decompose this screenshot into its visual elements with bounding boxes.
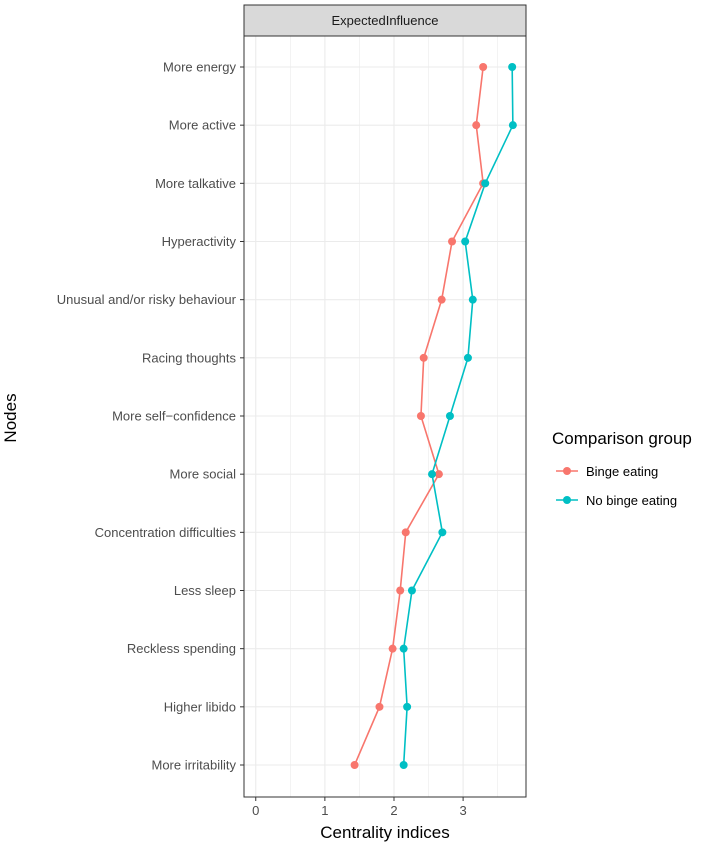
x-axis-ticks: 0 1 2 3 [252,797,467,818]
data-point [481,179,490,188]
data-point [416,412,425,420]
y-axis-label: Nodes [1,393,20,442]
x-axis-label: Centrality indices [320,823,449,842]
data-point [407,586,416,595]
data-point [472,121,481,130]
data-point [448,237,457,246]
data-point [375,702,384,711]
y-tick-label: Racing thoughts [142,350,236,365]
data-point [479,63,488,71]
data-point [388,644,397,653]
data-point [434,470,443,479]
series-points [350,63,517,769]
gridlines [244,36,526,797]
y-tick-label: More energy [163,60,236,75]
y-tick-label: Reckless spending [127,641,236,656]
y-tick-label: Less sleep [174,583,236,598]
y-tick-label: More self−confidence [112,409,236,424]
data-point [403,702,412,711]
y-tick-label: More social [170,467,237,482]
x-tick-label: 2 [390,803,397,818]
legend-title: Comparison group [552,429,692,448]
legend: Comparison group Binge eating No binge ea… [552,429,692,508]
legend-label: No binge eating [586,493,677,508]
y-tick-label: More talkative [155,176,236,191]
y-tick-label: Hyperactivity [162,234,237,249]
data-point [461,237,470,246]
y-tick-label: Unusual and/or risky behaviour [57,292,237,307]
facet-title: ExpectedInfluence [332,13,439,28]
y-axis-ticks: More energy More active More talkative Hype… [57,60,244,773]
data-point [445,412,454,420]
data-point [399,644,408,653]
x-tick-label: 0 [252,803,259,818]
data-point [428,470,436,479]
data-point [463,353,472,362]
x-tick-label: 3 [459,803,466,818]
data-point [438,528,447,537]
data-point [437,295,446,304]
data-point [508,63,517,71]
y-tick-label: More irritability [151,758,236,773]
data-point [419,353,428,362]
facet-strip [243,4,527,37]
legend-label: Binge eating [586,464,658,479]
y-tick-label: Concentration difficulties [95,525,237,540]
data-point [350,761,359,769]
y-tick-label: Higher libido [164,699,236,714]
data-point [399,761,408,769]
data-point [508,121,517,130]
data-point [396,586,405,595]
legend-point [563,467,571,475]
x-tick-label: 1 [321,803,328,818]
data-point [401,528,410,537]
legend-point [563,496,571,504]
data-point [468,295,477,304]
y-tick-label: More active [169,118,236,133]
